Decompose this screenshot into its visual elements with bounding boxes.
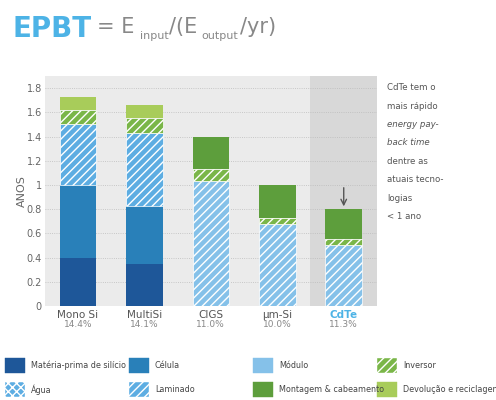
Bar (192, 181, 229, 306)
Text: back time: back time (387, 138, 430, 147)
Text: 14.4%: 14.4% (63, 320, 92, 329)
Bar (5, 382, 25, 397)
Text: CdTe tem o: CdTe tem o (387, 83, 436, 92)
Text: Mono Si: Mono Si (58, 310, 98, 320)
Bar (325, 209, 362, 240)
Text: CdTe: CdTe (330, 310, 358, 320)
Text: Matéria-prima de silício: Matéria-prima de silício (31, 361, 126, 370)
Text: Módulo: Módulo (279, 361, 308, 370)
Bar (126, 264, 163, 306)
Text: 11.0%: 11.0% (196, 320, 225, 329)
Bar (126, 118, 163, 133)
Bar (60, 258, 96, 306)
Text: EPBT: EPBT (12, 15, 92, 43)
Text: Inversor: Inversor (403, 361, 435, 370)
Bar (60, 185, 96, 258)
Y-axis label: ANOS: ANOS (17, 175, 27, 207)
Bar (60, 96, 96, 110)
Bar (377, 358, 397, 373)
Text: dentre as: dentre as (387, 157, 428, 166)
Text: CIGS: CIGS (198, 310, 223, 320)
Text: Devolução e reciclagem: Devolução e reciclagem (403, 385, 496, 394)
Bar (253, 382, 273, 397)
Text: Água: Água (31, 384, 52, 395)
Bar (5, 358, 25, 373)
Text: < 1 ano: < 1 ano (387, 212, 422, 221)
Bar (325, 246, 362, 306)
Text: MultiSi: MultiSi (126, 310, 162, 320)
Text: /(E: /(E (169, 17, 197, 37)
Text: logias: logias (387, 194, 413, 202)
Text: 11.3%: 11.3% (329, 320, 358, 329)
Bar (126, 133, 163, 206)
Bar (259, 224, 296, 306)
Bar (60, 124, 96, 185)
Text: 10.0%: 10.0% (263, 320, 292, 329)
Text: = E: = E (97, 17, 134, 37)
Text: Laminado: Laminado (155, 385, 194, 394)
Bar (259, 185, 296, 218)
Bar (129, 382, 149, 397)
Bar (60, 110, 96, 124)
Bar (377, 382, 397, 397)
Bar (259, 218, 296, 224)
Bar (192, 169, 229, 181)
Text: Montagem & cabeamento: Montagem & cabeamento (279, 385, 384, 394)
Bar (129, 358, 149, 373)
Text: energy pay-: energy pay- (387, 120, 439, 129)
Bar (126, 105, 163, 118)
Text: input: input (140, 31, 169, 41)
Text: 14.1%: 14.1% (130, 320, 159, 329)
Bar (192, 136, 229, 169)
Bar (253, 358, 273, 373)
Text: /yr): /yr) (240, 17, 276, 37)
Text: mais rápido: mais rápido (387, 102, 438, 111)
Bar (126, 206, 163, 264)
Text: output: output (201, 31, 238, 41)
Bar (310, 76, 377, 306)
Text: μm-Si: μm-Si (262, 310, 292, 320)
Text: Célula: Célula (155, 361, 180, 370)
Text: atuais tecno-: atuais tecno- (387, 175, 444, 184)
Bar (325, 240, 362, 246)
